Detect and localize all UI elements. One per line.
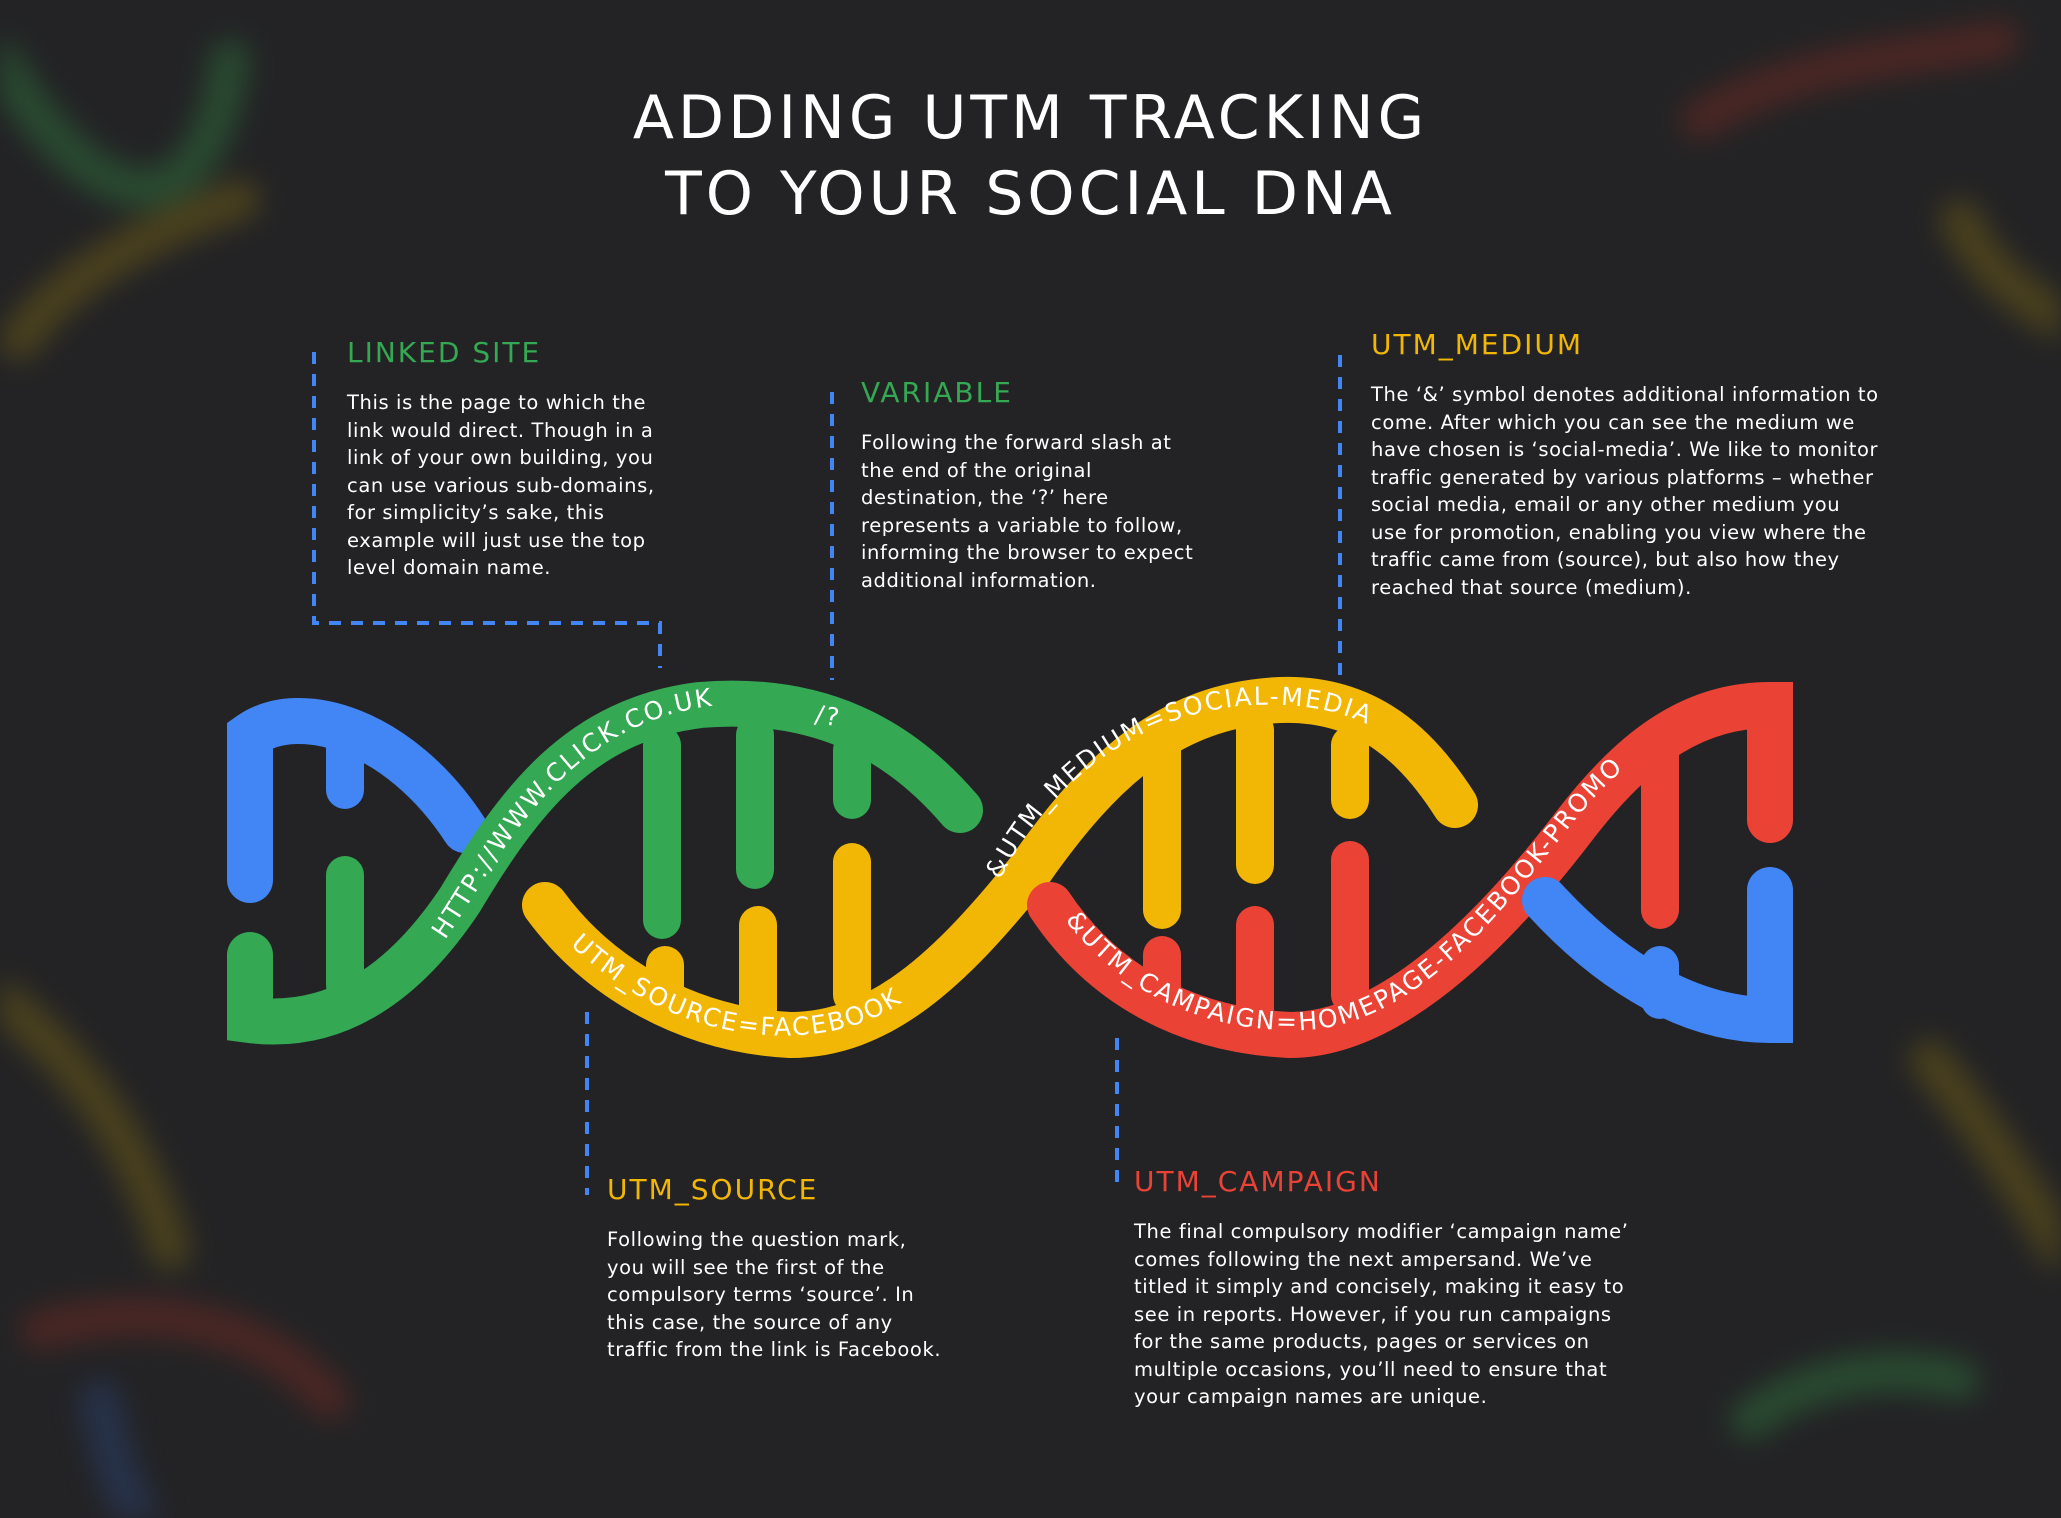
heading-utm-campaign: UTM_CAMPAIGN bbox=[1134, 1165, 1382, 1198]
body-linked-site: This is the page to which the link would… bbox=[347, 391, 655, 579]
body-utm-medium: The ‘&’ symbol denotes additional inform… bbox=[1371, 383, 1879, 599]
section-linked-site: LINKED SITE This is the page to which th… bbox=[347, 336, 677, 582]
section-utm-medium: UTM_MEDIUM The ‘&’ symbol denotes additi… bbox=[1371, 328, 1881, 601]
heading-variable: VARIABLE bbox=[861, 376, 1013, 409]
body-variable: Following the forward slash at the end o… bbox=[861, 431, 1194, 592]
yellow-strand bbox=[522, 676, 1478, 1059]
body-utm-campaign: The final compulsory modifier ‘campaign … bbox=[1134, 1220, 1629, 1408]
section-utm-source: UTM_SOURCE Following the question mark, … bbox=[607, 1173, 942, 1364]
label-variable-mark: /? bbox=[813, 700, 843, 733]
heading-linked-site: LINKED SITE bbox=[347, 336, 542, 369]
section-variable: VARIABLE Following the forward slash at … bbox=[861, 376, 1206, 594]
connector-linked-site bbox=[312, 352, 662, 668]
title-line-2: TO YOUR SOCIAL DNA bbox=[665, 159, 1396, 229]
green-strand bbox=[227, 680, 983, 1045]
title-line-1: ADDING UTM TRACKING bbox=[632, 83, 1429, 153]
page-title: ADDING UTM TRACKING TO YOUR SOCIAL DNA bbox=[0, 80, 2061, 232]
heading-utm-source: UTM_SOURCE bbox=[607, 1173, 819, 1206]
body-utm-source: Following the question mark, you will se… bbox=[607, 1228, 942, 1361]
section-utm-campaign: UTM_CAMPAIGN The final compulsory modifi… bbox=[1134, 1165, 1644, 1411]
heading-utm-medium: UTM_MEDIUM bbox=[1371, 328, 1584, 361]
